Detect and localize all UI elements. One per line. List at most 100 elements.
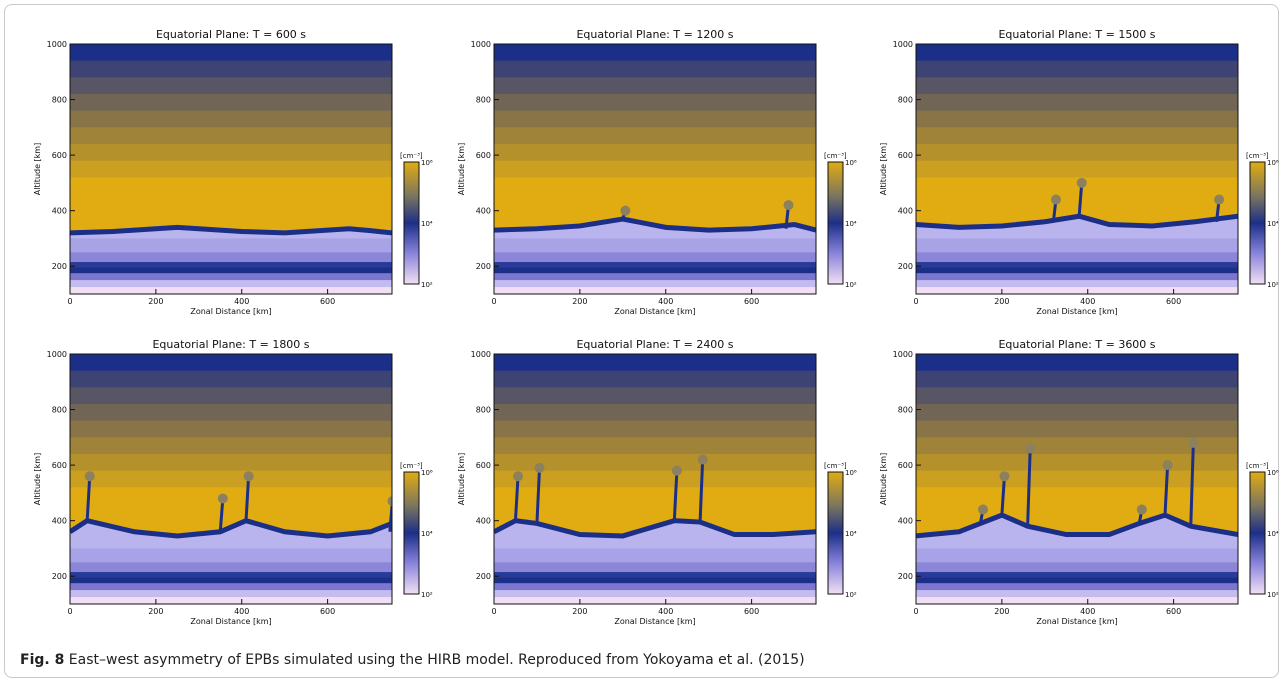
x-tick-label: 0	[67, 607, 72, 616]
colorbar-tick-label: 10²	[421, 591, 433, 599]
density-band	[70, 572, 392, 579]
density-band	[494, 160, 816, 178]
bottomside-edge	[70, 224, 392, 236]
colorbar-unit: [cm⁻³]	[824, 462, 847, 470]
density-band	[916, 252, 1238, 263]
plume-head-1	[977, 504, 988, 515]
x-axis-label: Zonal Distance [km]	[190, 307, 271, 316]
density-band	[916, 273, 1238, 281]
colorbar	[403, 471, 420, 595]
plume-head-4	[1136, 504, 1147, 515]
density-band	[494, 420, 816, 438]
y-tick-label: 200	[52, 572, 67, 581]
panel-2: Equatorial Plane: T = 1200 s 0 200 400 600 20…	[457, 28, 857, 316]
density-band	[70, 262, 392, 269]
y-tick-label: 200	[52, 262, 67, 271]
plot-frame	[69, 353, 393, 605]
density-band	[70, 110, 392, 128]
x-tick-label: 600	[744, 297, 759, 306]
x-tick-label: 600	[1166, 297, 1181, 306]
plot-frame	[915, 43, 1239, 295]
x-tick-label: 400	[1080, 297, 1095, 306]
density-band	[916, 110, 1238, 128]
density-band	[494, 77, 816, 95]
plume-head-3	[671, 465, 682, 476]
colorbar	[827, 161, 844, 285]
density-band	[494, 287, 816, 294]
colorbar-tick-label: 10²	[1267, 281, 1279, 289]
y-tick-label: 400	[476, 207, 491, 216]
density-band	[70, 387, 392, 405]
panel-title: Equatorial Plane: T = 1200 s	[576, 28, 733, 41]
y-tick-label: 200	[898, 262, 913, 271]
x-tick-label: 200	[148, 297, 163, 306]
density-band	[916, 160, 1238, 178]
density-band	[916, 387, 1238, 405]
colorbar-tick-label: 10⁴	[845, 530, 857, 538]
plume-head-4	[697, 454, 708, 465]
plot-frame	[69, 43, 393, 295]
x-axis-label: Zonal Distance [km]	[1036, 617, 1117, 626]
panel-title: Equatorial Plane: T = 1800 s	[152, 338, 309, 351]
density-band	[494, 127, 816, 145]
panel-title: Equatorial Plane: T = 600 s	[156, 28, 306, 41]
colorbar	[403, 161, 420, 285]
density-band	[70, 354, 392, 372]
density-band	[494, 144, 816, 162]
colorbar-tick-label: 10⁶	[1267, 159, 1279, 167]
density-band	[70, 60, 392, 78]
figure-panels: Equatorial Plane: T = 600 s 0 200 400 600 200…	[33, 28, 1279, 626]
y-tick-label: 400	[52, 517, 67, 526]
plume-head-2	[999, 471, 1010, 482]
colorbar-tick-label: 10⁴	[1267, 220, 1279, 228]
x-axis-label: Zonal Distance [km]	[614, 617, 695, 626]
density-band	[916, 572, 1238, 579]
plume-head-3	[243, 471, 254, 482]
y-tick-label: 600	[898, 461, 913, 470]
density-band	[494, 60, 816, 78]
colorbar-tick-label: 10⁴	[845, 220, 857, 228]
density-band	[70, 583, 392, 591]
colorbar-tick-label: 10⁴	[421, 220, 433, 228]
density-band	[70, 597, 392, 604]
density-band	[494, 280, 816, 288]
density-band	[70, 94, 392, 112]
plume-3	[672, 470, 679, 521]
density-band	[70, 177, 392, 192]
density-band	[916, 562, 1238, 573]
plume-1	[513, 476, 520, 521]
panel-5: Equatorial Plane: T = 2400 s 0 200 400 600 20…	[457, 338, 857, 626]
density-band	[70, 437, 392, 455]
plume-head-2	[217, 493, 228, 504]
y-axis-label: Altitude [km]	[457, 143, 466, 195]
x-tick-label: 600	[320, 607, 335, 616]
y-tick-label: 1000	[471, 40, 491, 49]
y-tick-label: 600	[476, 461, 491, 470]
density-band	[494, 583, 816, 591]
density-band	[70, 77, 392, 95]
x-tick-label: 200	[994, 297, 1009, 306]
colorbar-tick-label: 10²	[421, 281, 433, 289]
plume-2	[218, 498, 225, 532]
density-band	[494, 548, 816, 563]
x-tick-label: 600	[320, 297, 335, 306]
plume-head-1	[1050, 194, 1061, 205]
plume-head-1	[513, 471, 524, 482]
density-band	[916, 287, 1238, 294]
plume-6	[1189, 442, 1195, 527]
plume-2	[1000, 476, 1006, 516]
density-band	[494, 44, 816, 62]
panel-3: Equatorial Plane: T = 1500 s 0 200 400 600 20…	[879, 28, 1279, 316]
colorbar-tick-label: 10⁴	[421, 530, 433, 538]
density-band	[916, 470, 1238, 488]
y-tick-label: 400	[898, 207, 913, 216]
plume-3	[1026, 448, 1032, 527]
figure-caption: Fig. 8 East–west asymmetry of EPBs simul…	[20, 652, 805, 668]
density-band	[70, 577, 392, 584]
density-band	[916, 267, 1238, 274]
density-band	[70, 590, 392, 598]
x-axis-label: Zonal Distance [km]	[190, 617, 271, 626]
plume-head-1	[620, 205, 631, 216]
y-tick-label: 800	[898, 406, 913, 415]
density-band	[916, 144, 1238, 162]
